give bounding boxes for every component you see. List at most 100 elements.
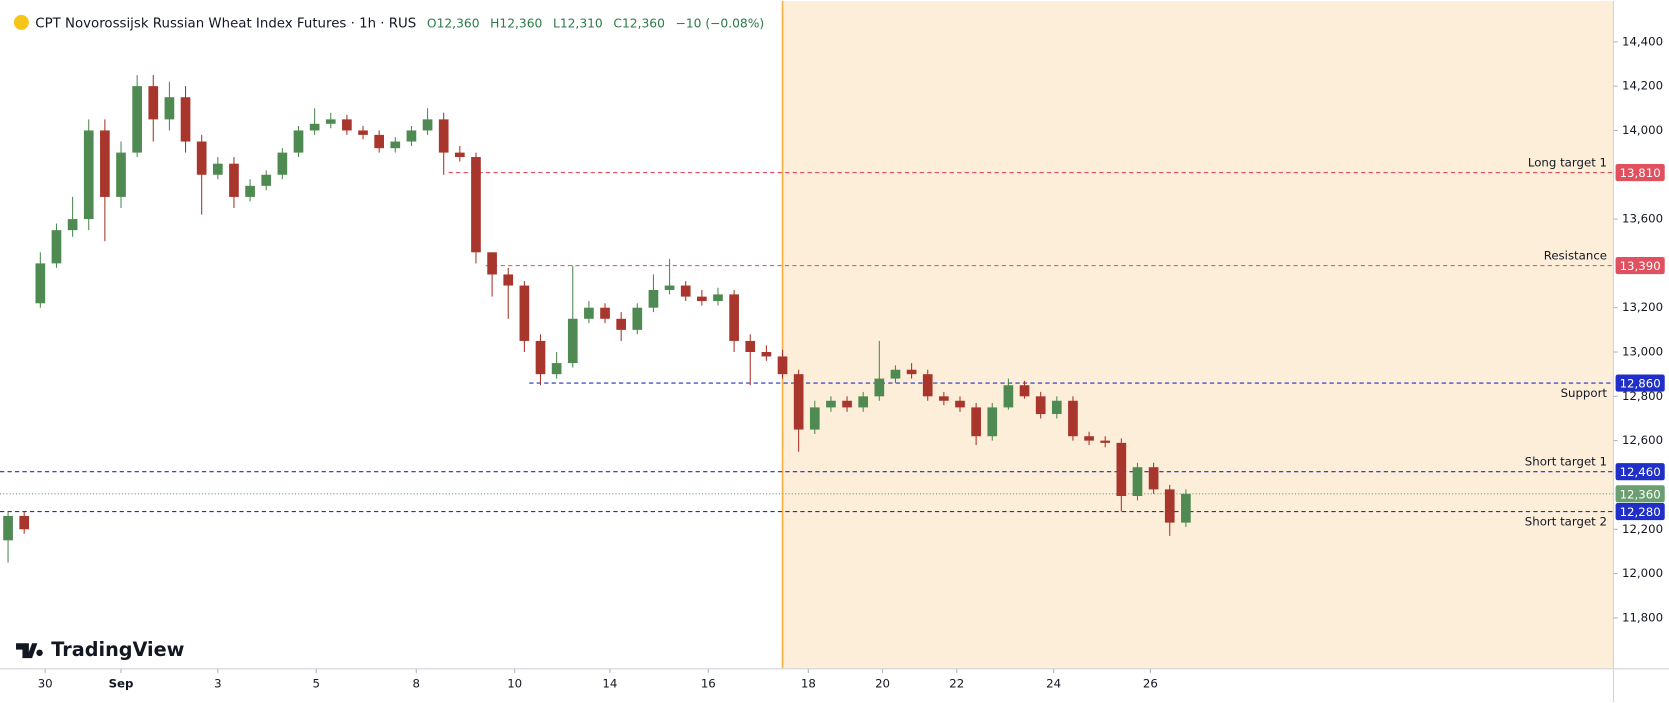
x-tick-label: 22 [949, 676, 964, 690]
candle-body [874, 378, 885, 397]
level-name: Short target 2 [1525, 515, 1607, 529]
candle-body [664, 285, 675, 290]
candle-body [1164, 489, 1175, 523]
candle-body [890, 369, 901, 379]
price-label: 12,860 [1620, 377, 1661, 391]
candle-body [132, 86, 142, 153]
high: H12,360 [490, 16, 542, 30]
header: CPT Novorossijsk Russian Wheat Index Fut… [35, 16, 764, 31]
candle-body [1019, 385, 1030, 397]
candle-body [390, 141, 401, 149]
candle-body [793, 374, 804, 430]
logo: TradingView [16, 638, 185, 661]
x-tick-label: 14 [602, 676, 617, 690]
candle-body [551, 363, 562, 375]
candle-body [309, 123, 320, 131]
candle-body [229, 163, 239, 197]
y-tick-label: 12,600 [1622, 433, 1663, 447]
candle-body [955, 400, 965, 408]
candle-body [164, 97, 175, 120]
price-label: 13,390 [1620, 259, 1661, 273]
candle-body [422, 119, 433, 131]
symbol-icon [13, 14, 29, 30]
candle-body [971, 407, 981, 437]
x-tick-label: 16 [701, 676, 716, 690]
candle-body [3, 515, 13, 541]
price-label: 12,460 [1620, 465, 1661, 479]
y-tick-label: 13,000 [1622, 345, 1663, 359]
candle-body [51, 230, 62, 264]
x-tick-label: 26 [1143, 676, 1158, 690]
y-tick-label: 13,200 [1622, 300, 1663, 314]
candle-body [1116, 442, 1127, 497]
y-tick-label: 12,800 [1622, 389, 1663, 403]
candle-body [212, 163, 223, 175]
candle-body [293, 130, 304, 153]
candle-body [826, 400, 836, 408]
candle-body [1132, 467, 1143, 497]
logo-text: TradingView [51, 638, 184, 661]
candle-body [245, 185, 255, 197]
candle-body [1051, 400, 1062, 415]
candle-body [471, 157, 481, 253]
candle-body [777, 356, 788, 375]
candle-body [600, 307, 610, 319]
candle-body [761, 352, 772, 357]
level-name: Resistance [1544, 248, 1607, 262]
y-tick-label: 14,400 [1622, 34, 1663, 48]
open: O12,360 [427, 16, 480, 30]
price-label-box [1615, 374, 1665, 392]
x-tick-label: 30 [38, 676, 53, 690]
candle-body [503, 274, 514, 286]
candle-body [487, 252, 497, 275]
candle-body [35, 263, 46, 304]
candle-body [632, 307, 643, 330]
candle-body [406, 130, 417, 142]
candle-body [374, 134, 384, 149]
candle-body [519, 285, 530, 341]
close: C12,360 [613, 16, 664, 30]
candle-body [261, 174, 272, 186]
x-tick-label: 3 [214, 676, 221, 690]
y-tick-label: 14,200 [1622, 79, 1663, 93]
y-tick-label: 14,000 [1622, 123, 1663, 137]
candle-body [19, 515, 30, 530]
candle-body [1084, 436, 1094, 441]
price-label-box [1615, 163, 1665, 182]
candle-body [67, 219, 78, 231]
candle-body [1148, 467, 1159, 490]
level-name: Support [1561, 386, 1608, 400]
candle-body [1181, 493, 1191, 523]
low: L12,310 [553, 16, 603, 30]
candle-body [809, 407, 820, 430]
price-label: 13,810 [1620, 166, 1661, 180]
candle-body [648, 289, 659, 308]
price-label-box [1615, 463, 1665, 481]
x-tick-label: 5 [312, 676, 319, 690]
last-price-box [1615, 485, 1665, 503]
x-tick-label: 18 [801, 676, 816, 690]
logo-icon [16, 643, 43, 659]
y-tick-label: 11,800 [1622, 610, 1663, 624]
candle-body [277, 152, 288, 175]
candle-body [1003, 385, 1014, 408]
candle-body [325, 119, 336, 124]
candle-body [116, 152, 126, 197]
level-name: Long target 1 [1528, 155, 1607, 169]
candle-body [729, 294, 739, 341]
candle-body [584, 307, 594, 319]
plot-area [0, 1, 1614, 669]
candle-body [842, 400, 852, 408]
candle-body [100, 130, 110, 197]
candle-body [680, 285, 691, 297]
candle-body [1035, 396, 1046, 415]
y-tick-label: 12,200 [1622, 522, 1663, 536]
candle-body [858, 396, 869, 408]
candle-body [196, 141, 207, 175]
level-name: Short target 1 [1525, 455, 1607, 469]
x-tick-label: Sep [109, 676, 134, 690]
x-tick-label: 24 [1046, 676, 1061, 690]
price-label-box [1615, 257, 1665, 275]
candle-body [83, 130, 94, 220]
